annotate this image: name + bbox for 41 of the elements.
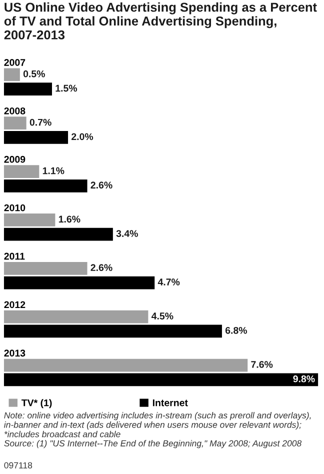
data-label: 2.0% [72,133,94,140]
data-label: 1.6% [58,216,80,223]
data-label: 7.6% [251,361,273,368]
data-label: 4.7% [158,278,180,286]
data-label: 4.5% [151,312,174,320]
bar [4,116,26,130]
bar [4,68,20,82]
data-label: 0.7% [30,118,52,126]
legend-label: TV* (1) [22,399,52,408]
bar [4,358,248,372]
bar [4,179,88,192]
legend-label: Internet [152,399,188,406]
bar [4,276,155,290]
y-tick-label: 2013 [4,350,26,357]
data-label: 0.5% [23,70,45,78]
bar [4,131,68,144]
bar [4,373,318,386]
y-tick-label: 2008 [4,107,26,114]
data-label: 6.8% [225,326,248,334]
text: Note: online video advertising includes in-stream (such as preroll and overlays), in-banner and in-text (ads delivered when users mouse over relevant words); *includes broadcast and cable [4,412,311,438]
y-tick-label: 2009 [4,156,26,163]
data-label: 1.5% [56,84,78,92]
bar [4,165,40,178]
y-tick-label: 2010 [4,204,26,212]
data-label: 1.1% [42,167,64,174]
y-tick-label: 2007 [4,59,26,66]
bar [4,228,113,241]
source-note: Source: (1) "US Internet--The End of the Beginning," May 2008; August 2008 [4,440,302,448]
data-label: 2.6% [90,182,112,189]
bar [4,82,52,96]
y-tick-label: 2012 [4,301,26,308]
data-label: 9.8% [293,375,315,382]
bar [4,262,88,275]
bar [4,310,148,324]
data-label: 3.4% [116,230,138,237]
bar [4,324,222,338]
data-label: 2.6% [90,264,112,272]
chart-title: US Online Video Advertising Spending as a Percent of TV and Total Online Advertising Spending, 2007-2013 [4,2,317,40]
text: 097118 [4,462,32,468]
bar [4,214,56,226]
y-tick-label: 2011 [4,252,25,260]
